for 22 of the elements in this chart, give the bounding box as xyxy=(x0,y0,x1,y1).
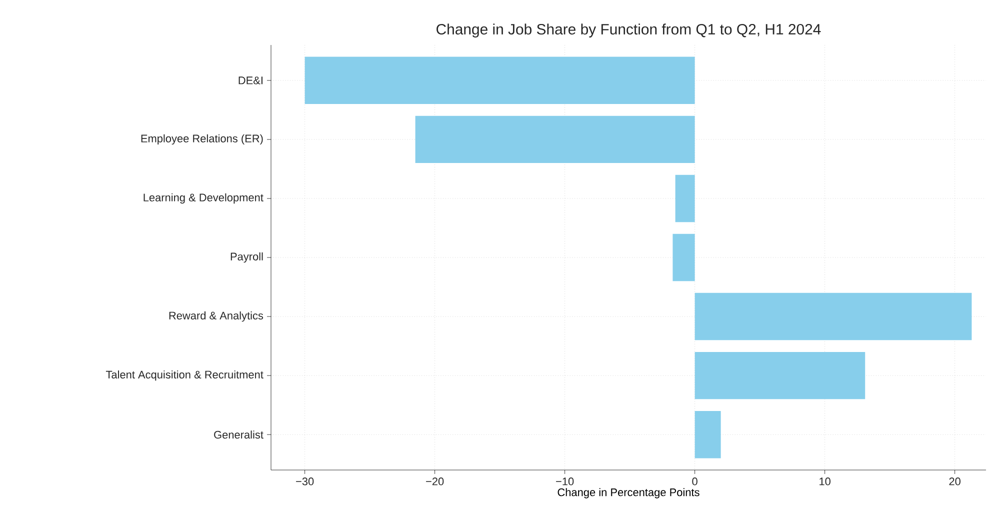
chart-title: Change in Job Share by Function from Q1 to Q2, H1 2024 xyxy=(436,24,821,38)
x-tick-label: −10 xyxy=(556,478,574,486)
x-tick-label: −20 xyxy=(426,478,444,486)
y-tick-label: Talent Acquisition & Recruitment xyxy=(106,370,264,381)
y-tick-label: Payroll xyxy=(230,252,263,263)
x-tick-label: 20 xyxy=(949,478,960,486)
bar xyxy=(694,352,866,400)
bar xyxy=(415,116,695,164)
bar xyxy=(304,56,695,104)
x-axis-title: Change in Percentage Points xyxy=(558,488,700,498)
x-tick-label: 0 xyxy=(692,478,698,486)
bar xyxy=(694,410,721,458)
x-tick-label: 10 xyxy=(820,478,830,486)
y-tick-label: DE&I xyxy=(238,76,262,84)
y-tick-label: Reward & Analytics xyxy=(169,311,264,322)
x-tick-label: −30 xyxy=(296,478,314,486)
bar xyxy=(672,234,695,282)
bar xyxy=(675,174,695,222)
y-tick-label: Generalist xyxy=(214,430,264,439)
y-tick-label: Learning & Development xyxy=(144,193,264,204)
bar xyxy=(694,292,972,340)
y-tick-label: Employee Relations (ER) xyxy=(141,134,263,145)
